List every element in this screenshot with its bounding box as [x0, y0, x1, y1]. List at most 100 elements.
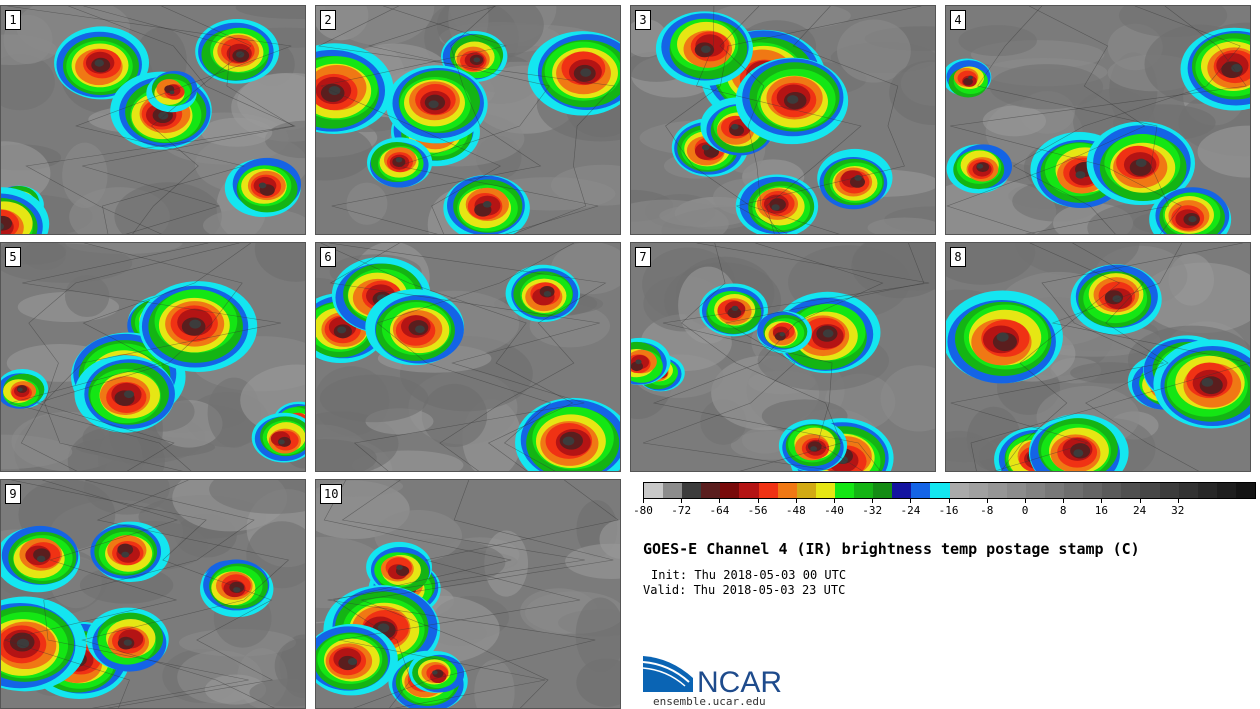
colorbar-tick-label: -64 [709, 504, 730, 517]
colorbar-cell [682, 483, 702, 498]
colorbar-tick-label: -32 [862, 504, 883, 517]
ir-map-1 [1, 6, 305, 234]
state-boundary [652, 243, 884, 471]
colorbar-cell [1140, 483, 1160, 498]
colorbar-cell [930, 483, 950, 498]
cloud-texture [958, 25, 1037, 57]
storm-cell [158, 111, 169, 120]
cloud-texture [867, 217, 935, 234]
cloud-texture [202, 207, 305, 234]
state-boundary [323, 480, 512, 708]
state-boundary [331, 6, 542, 234]
cloud-texture [1, 434, 73, 470]
colorbar-tick [910, 498, 912, 503]
cloud-texture [837, 19, 911, 83]
ir-map-4 [946, 6, 1250, 234]
cloud-texture [946, 243, 1036, 285]
storm-cell [1188, 215, 1197, 223]
storm-cell [482, 201, 492, 208]
cloud-texture [209, 480, 305, 514]
storm-cell [1073, 449, 1084, 457]
state-boundary [950, 6, 1247, 234]
colorbar-tick-label: 24 [1132, 504, 1147, 517]
cloud-texture [1197, 125, 1250, 178]
panel-number-label: 3 [635, 10, 651, 30]
storm-cell [701, 45, 711, 53]
colorbar-tick-label: -8 [980, 504, 994, 517]
panel-number-label: 7 [635, 247, 651, 267]
colorbar-tick [681, 498, 683, 503]
storm-cell [473, 57, 481, 63]
colorbar-cell [1006, 483, 1026, 498]
storm-cell [976, 163, 984, 169]
colorbar-tick [1177, 498, 1179, 503]
cloud-texture [484, 530, 529, 597]
storm-cell [278, 439, 285, 445]
storm-cell [731, 123, 739, 130]
state-boundary [681, 243, 842, 471]
ir-map-8 [946, 243, 1250, 471]
colorbar-tick [1063, 498, 1065, 503]
cloud-texture [851, 243, 935, 299]
cloud-texture [316, 124, 373, 181]
stamp-panel-8: 8 [945, 242, 1251, 472]
cloud-texture [264, 120, 305, 159]
stamp-panel-3: 3 [630, 5, 936, 235]
colorbar-tick [795, 498, 797, 503]
colorbar-cell [987, 483, 1007, 498]
stamp-panel-9: 9 [0, 479, 306, 709]
colorbar-tick-label: -48 [785, 504, 806, 517]
colorbar-tick [1139, 498, 1141, 503]
colorbar-cell [968, 483, 988, 498]
cloud-texture [474, 659, 515, 708]
stamp-panel-10: 10 [315, 479, 621, 709]
colorbar-cell [873, 483, 893, 498]
colorbar-tick-label: 0 [1021, 504, 1029, 517]
storm-cell [337, 326, 347, 334]
storm-cell [543, 290, 552, 297]
panel-number-label: 10 [320, 484, 343, 504]
logo-url: ensemble.ucar.edu [653, 695, 766, 708]
cloud-texture [346, 182, 388, 225]
state-boundary [946, 6, 1146, 234]
storm-cell [121, 551, 130, 558]
storm-cell [771, 204, 780, 211]
colorbar-cell [1235, 483, 1255, 498]
colorbar-tick [1101, 498, 1103, 503]
storm-cell [16, 638, 30, 649]
colorbar-tick [1025, 498, 1026, 503]
panel-number-label: 5 [5, 247, 21, 267]
cloud-texture [64, 275, 110, 318]
storm-cell [36, 555, 46, 563]
cloud-texture [1, 34, 58, 66]
state-boundary [696, 6, 862, 234]
storm-cell [17, 387, 23, 392]
state-boundary [8, 243, 252, 471]
storm-cell [968, 75, 973, 80]
stamp-panel-4: 4 [945, 5, 1251, 235]
colorbar-cell [1159, 483, 1179, 498]
storm-cell [779, 332, 786, 337]
colorbar-cell [949, 483, 969, 498]
state-boundary [360, 480, 614, 708]
colorbar-cell [834, 483, 855, 498]
colorbar-cell [758, 483, 778, 498]
valid-time: Valid: Thu 2018-05-03 23 UTC [643, 583, 846, 597]
colorbar-cell [1044, 483, 1065, 498]
storm-cell [414, 325, 425, 334]
colorbar-ticks: -80 -72 -64 -56 -48 -40 -32 -24 -16 -8 0 8 16 24 32 [633, 498, 1248, 518]
cloud-texture [575, 597, 620, 672]
ir-map-7 [631, 243, 935, 471]
colorbar-cell [739, 483, 759, 498]
cloud-texture [316, 439, 377, 471]
page-title: GOES-E Channel 4 (IR) brightness temp po… [643, 540, 1140, 558]
state-boundary [7, 6, 292, 234]
cloud-texture [249, 678, 305, 707]
panel-number-label: 6 [320, 247, 336, 267]
panel-number-label: 4 [950, 10, 966, 30]
cloud-texture [319, 374, 429, 423]
state-boundary [3, 480, 179, 708]
colorbar-cell [1025, 483, 1045, 498]
stamp-panel-2: 2 [315, 5, 621, 235]
storm-cell [731, 305, 739, 311]
